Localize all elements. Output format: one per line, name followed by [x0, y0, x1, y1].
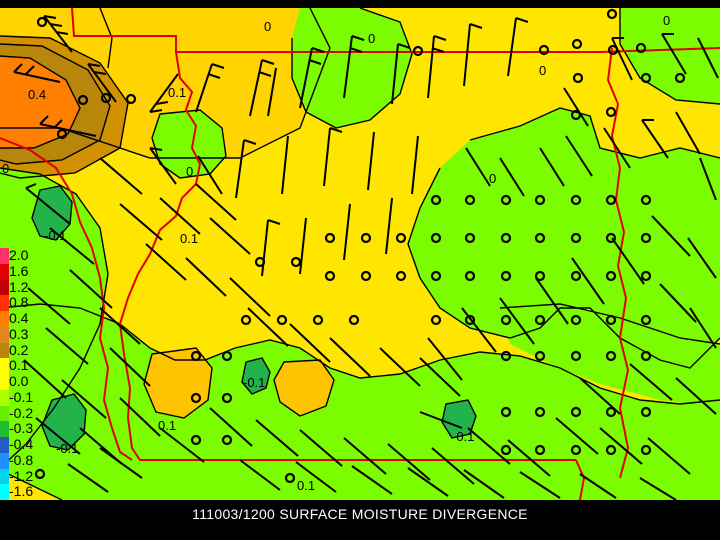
colorbar-segment — [0, 358, 9, 374]
colorbar[interactable] — [0, 248, 9, 500]
colorbar-segment — [0, 295, 9, 311]
contour-label: 0 — [368, 31, 376, 46]
colorbar-segment — [0, 279, 9, 296]
contour-label: -0.1 — [452, 429, 475, 444]
contour-label: 0.1 — [180, 231, 199, 246]
contour-label: 0 — [264, 19, 272, 34]
colorbar-segment — [0, 326, 9, 343]
fill-strong-divergence-4 — [442, 400, 476, 438]
map-plot-area[interactable]: 0.4 0.1 0 0 0 0 0 0 0 -0.1 0.1 -0.1 0.1 … — [0, 8, 720, 500]
contour-label: 0 — [186, 164, 194, 179]
contour-lines — [0, 8, 720, 500]
contour-label: 0 — [2, 161, 10, 176]
colorbar-segment — [0, 389, 9, 406]
chart-title: 111003/1200 SURFACE MOISTURE DIVERGENCE — [192, 506, 528, 522]
colorbar-segment — [0, 405, 9, 422]
contour-label: 0 — [663, 13, 671, 28]
colorbar-segment — [0, 311, 9, 327]
contour-label: 0 — [489, 171, 497, 186]
contour-label: 0.4 — [28, 87, 47, 102]
contour-label: -0.1 — [56, 441, 79, 456]
colorbar-segment — [0, 452, 9, 469]
contour-label: 0.1 — [297, 478, 316, 493]
station-circles — [34, 8, 686, 484]
colorbar-segment — [0, 263, 9, 280]
colorbar-segment — [0, 342, 9, 359]
wind-barbs — [13, 15, 719, 500]
fill-convergence-core — [0, 56, 80, 148]
fill-divergence-righttop — [620, 8, 720, 104]
fill-weak-convergence-south2 — [274, 360, 334, 416]
top-black-border — [0, 0, 720, 8]
fill-divergence-south — [0, 304, 720, 500]
colorbar-segment — [0, 468, 9, 485]
contour-label: -0.1 — [243, 375, 266, 390]
fill-divergence-midright — [500, 304, 720, 408]
fill-divergence-lowerleft — [0, 168, 108, 468]
colorbar-segment — [0, 248, 9, 264]
fill-divergence-east — [408, 108, 720, 368]
contour-label: 0.1 — [168, 85, 187, 100]
title-bar: 111003/1200 SURFACE MOISTURE DIVERGENCE — [0, 500, 720, 540]
fill-weak-convergence-south1 — [144, 348, 212, 418]
fill-divergence-topcenter — [292, 8, 412, 128]
fill-strong-divergence-3 — [242, 358, 270, 394]
colorbar-segment — [0, 484, 9, 500]
fill-divergence-topleft — [152, 110, 226, 178]
colorbar-segment — [0, 374, 9, 390]
contour-label: -0.1 — [44, 228, 67, 243]
contour-label: 0 — [539, 63, 547, 78]
colorbar-segment — [0, 437, 9, 453]
colorbar-segment — [0, 421, 9, 437]
fill-strong-divergence-2 — [42, 394, 86, 450]
fill-strong-divergence-1 — [32, 186, 72, 240]
state-boundaries — [0, 8, 720, 500]
contour-label: 0.1 — [158, 418, 177, 433]
map-svg — [0, 8, 720, 500]
